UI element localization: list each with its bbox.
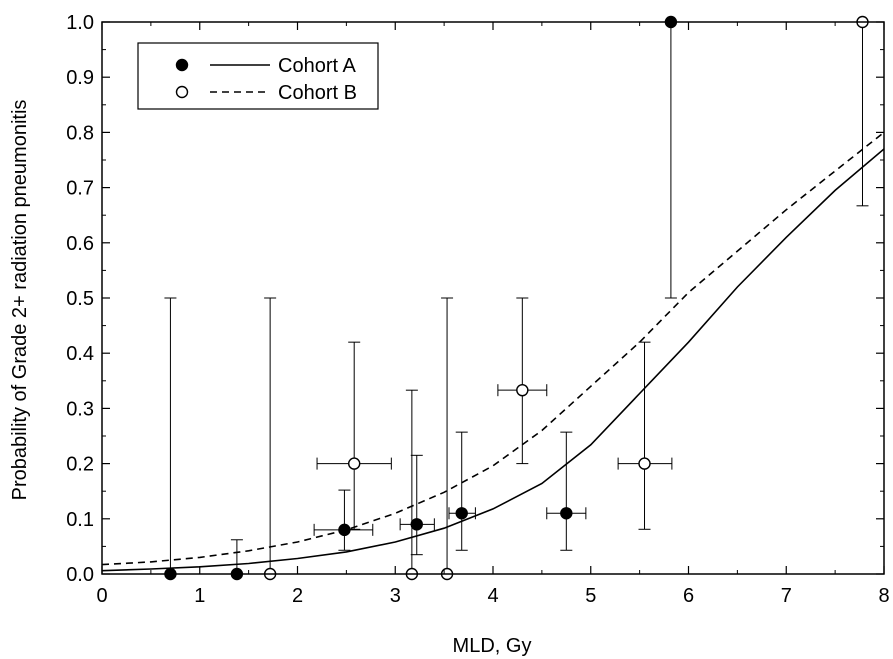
data-marker [455,507,468,520]
data-point-series-2-7 [856,15,869,207]
y-tick-label: 0.3 [66,398,94,420]
data-marker [410,518,423,531]
y-axis-label: Probability of Grade 2+ radiation pneumo… [9,100,31,501]
x-tick-label: 3 [390,585,401,607]
y-tick-label: 0.0 [66,564,94,586]
y-tick-label: 0.6 [66,233,94,255]
data-point-series-2-2 [316,341,392,530]
data-point-series-2-5 [497,297,548,465]
legend-box [137,42,379,110]
y-tick-label: 0.9 [66,67,94,89]
x-tick-label: 4 [487,585,498,607]
legend-marker-series-2 [175,85,189,99]
data-point-series-1-4 [399,454,435,556]
fit-curve-series-1 [102,148,884,572]
data-point-series-1-6 [546,431,587,551]
data-point-series-2-3 [405,389,419,581]
legend-marker-series-1 [175,58,189,72]
data-point-series-2-4 [440,297,454,581]
legend-label-series-2: Cohort B [278,82,357,104]
x-tick-label: 2 [292,585,303,607]
legend: Cohort A Cohort B [137,42,379,110]
data-marker [347,457,361,470]
x-tick-label: 7 [781,585,792,607]
x-tick-label: 5 [585,585,596,607]
y-tick-label: 0.5 [66,288,94,310]
y-tick-label: 0.4 [66,343,94,365]
x-tick-label: 1 [194,585,205,607]
data-marker [560,507,573,520]
data-point-series-1-3 [313,489,374,551]
data-point-series-1-5 [448,431,476,551]
x-axis-label: MLD, Gy [453,635,532,657]
y-tick-label: 0.8 [66,122,94,144]
legend-label-series-1: Cohort A [278,55,356,77]
x-tick-label: 8 [878,585,889,607]
data-point-series-2-1 [263,297,277,581]
data-marker [338,523,351,537]
data-point-series-1-1 [164,297,177,581]
data-marker [638,457,651,470]
data-point-series-1-7 [664,15,678,299]
fit-curve-series-2 [102,131,884,566]
x-tick-label: 6 [683,585,694,607]
y-tick-label: 0.7 [66,178,94,200]
axes: 0 1 2 3 4 5 6 7 8 0.0 0.1 0.2 0.3 0.4 0.5 0.6 0.7 0.8 0.9 1… [66,12,889,607]
data-point-series-2-6 [617,341,673,530]
y-tick-label: 1.0 [66,12,94,34]
x-tick-label: 0 [96,585,107,607]
y-tick-label: 0.2 [66,454,94,476]
y-tick-label: 0.1 [66,509,94,531]
data-marker [516,383,529,397]
